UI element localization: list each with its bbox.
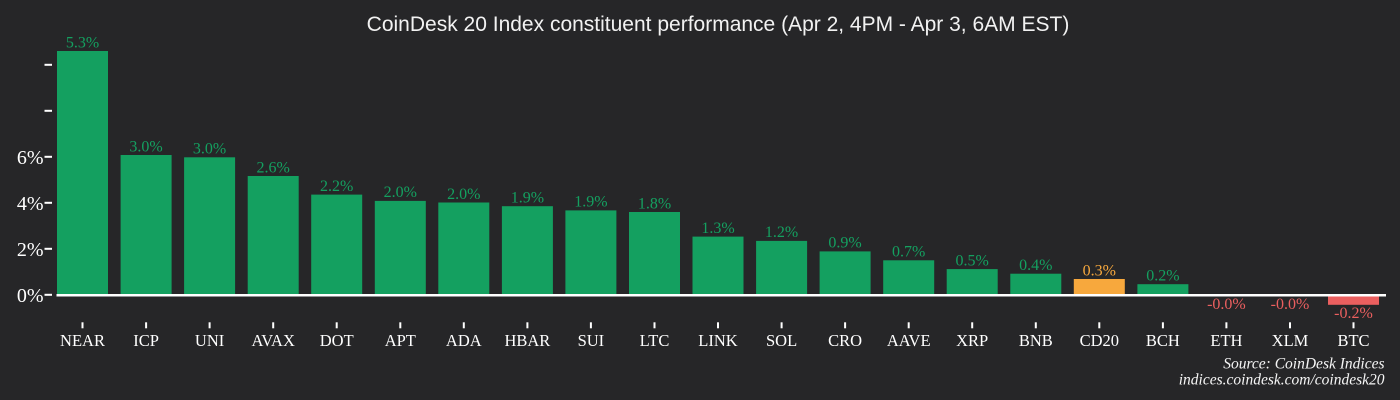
svg-text:0.4%: 0.4% bbox=[1019, 257, 1052, 274]
svg-text:2.6%: 2.6% bbox=[257, 159, 290, 176]
svg-text:0.9%: 0.9% bbox=[828, 235, 861, 252]
svg-text:3.0%: 3.0% bbox=[129, 138, 162, 155]
svg-text:XRP: XRP bbox=[956, 331, 988, 350]
svg-text:ADA: ADA bbox=[446, 331, 482, 350]
svg-text:1.2%: 1.2% bbox=[765, 224, 798, 241]
svg-text:CD20: CD20 bbox=[1080, 331, 1119, 350]
svg-text:0.2%: 0.2% bbox=[1146, 268, 1179, 285]
svg-text:0.3%: 0.3% bbox=[1083, 262, 1116, 279]
svg-text:UNI: UNI bbox=[195, 331, 224, 350]
svg-text:XLM: XLM bbox=[1272, 331, 1309, 350]
svg-text:3.0%: 3.0% bbox=[193, 141, 226, 158]
svg-text:AAVE: AAVE bbox=[887, 331, 931, 350]
svg-text:SUI: SUI bbox=[578, 331, 605, 350]
svg-text:2.0%: 2.0% bbox=[384, 184, 417, 201]
svg-text:-0.0%: -0.0% bbox=[1271, 296, 1310, 313]
svg-text:SOL: SOL bbox=[766, 331, 797, 350]
svg-text:5.3%: 5.3% bbox=[66, 34, 99, 51]
svg-text:-0.0%: -0.0% bbox=[1207, 296, 1246, 313]
svg-text:6%: 6% bbox=[17, 147, 44, 169]
svg-text:2.2%: 2.2% bbox=[320, 178, 353, 195]
svg-text:AVAX: AVAX bbox=[251, 331, 294, 350]
svg-text:2.0%: 2.0% bbox=[447, 186, 480, 203]
svg-text:2%: 2% bbox=[17, 239, 44, 261]
svg-text:BNB: BNB bbox=[1019, 331, 1053, 350]
svg-text:4%: 4% bbox=[17, 193, 44, 215]
svg-text:-0.2%: -0.2% bbox=[1334, 305, 1373, 322]
svg-text:HBAR: HBAR bbox=[504, 331, 550, 350]
svg-text:NEAR: NEAR bbox=[60, 331, 105, 350]
svg-text:1.9%: 1.9% bbox=[511, 190, 544, 207]
svg-text:0.5%: 0.5% bbox=[956, 252, 989, 269]
svg-text:CRO: CRO bbox=[828, 331, 862, 350]
svg-text:1.9%: 1.9% bbox=[574, 194, 607, 211]
svg-text:ETH: ETH bbox=[1210, 331, 1242, 350]
svg-text:CoinDesk 20 Index constituent: CoinDesk 20 Index constituent performanc… bbox=[367, 13, 1070, 36]
svg-text:1.3%: 1.3% bbox=[701, 220, 734, 237]
svg-text:LINK: LINK bbox=[698, 331, 737, 350]
svg-text:LTC: LTC bbox=[640, 331, 670, 350]
svg-text:ICP: ICP bbox=[133, 331, 159, 350]
svg-text:BTC: BTC bbox=[1337, 331, 1369, 350]
svg-text:1.8%: 1.8% bbox=[638, 195, 671, 212]
svg-text:APT: APT bbox=[385, 331, 416, 350]
svg-text:indices.coindesk.com/coindesk2: indices.coindesk.com/coindesk20 bbox=[1179, 371, 1385, 388]
svg-text:BCH: BCH bbox=[1146, 331, 1180, 350]
svg-text:0%: 0% bbox=[17, 285, 44, 307]
svg-text:DOT: DOT bbox=[320, 331, 354, 350]
svg-text:0.7%: 0.7% bbox=[892, 244, 925, 261]
svg-text:Source: CoinDesk Indices: Source: CoinDesk Indices bbox=[1223, 355, 1384, 372]
